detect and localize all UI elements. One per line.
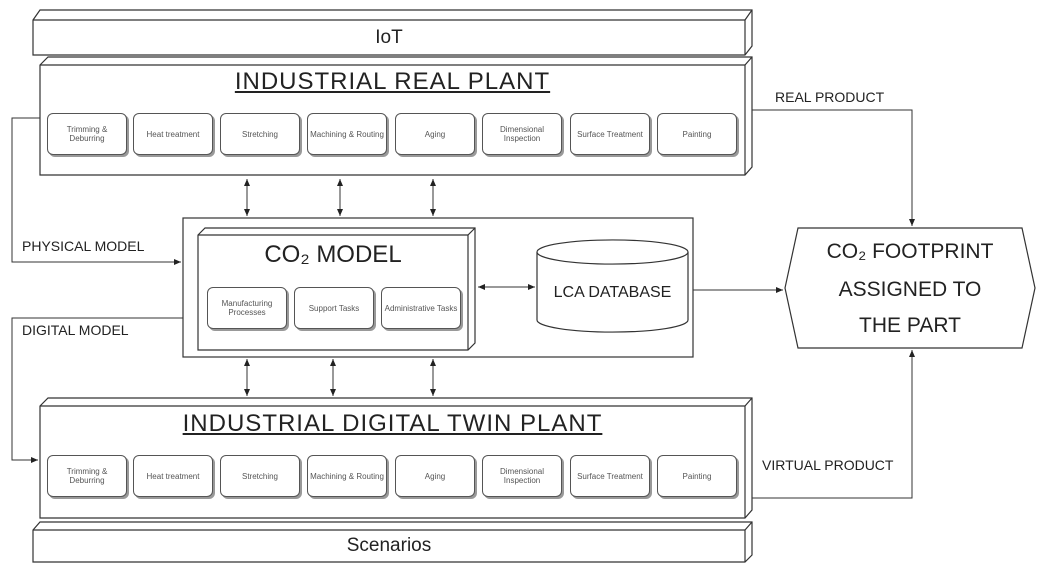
step-box: Manufacturing Processes — [207, 287, 287, 329]
step-box: Heat treatment — [133, 455, 213, 497]
step-box: Aging — [395, 113, 475, 155]
iot-bar — [32, 9, 753, 56]
step-box: Surface Treatment — [570, 113, 650, 155]
database-label: LCA DATABASE — [553, 284, 672, 301]
co2-model-title: CO₂ MODEL — [264, 241, 402, 268]
flow-label: REAL PRODUCT — [775, 89, 885, 105]
real-plant-title: INDUSTRIAL REAL PLANT — [234, 68, 551, 95]
output-line: THE PART — [859, 314, 961, 337]
step-box: Support Tasks — [294, 287, 374, 329]
output-line: CO₂ FOOTPRINT — [826, 240, 994, 263]
digital-plant-title: INDUSTRIAL DIGITAL TWIN PLANT — [182, 410, 603, 437]
iot-label: IoT — [375, 26, 403, 48]
step-box: Painting — [657, 455, 737, 497]
scenarios-label: Scenarios — [346, 535, 432, 556]
step-box: Aging — [395, 455, 475, 497]
step-box: Painting — [657, 113, 737, 155]
step-box: Surface Treatment — [570, 455, 650, 497]
step-box: Trimming & Deburring — [47, 113, 127, 155]
step-box: Stretching — [220, 113, 300, 155]
step-box: Stretching — [220, 455, 300, 497]
output-hexagon — [784, 227, 1036, 349]
step-box: Machining & Routing — [307, 113, 387, 155]
flow-label: PHYSICAL MODEL — [22, 238, 145, 254]
arrows — [11, 109, 915, 499]
step-box: Dimensional Inspection — [482, 455, 562, 497]
step-box: Administrative Tasks — [381, 287, 461, 329]
flow-label: DIGITAL MODEL — [22, 322, 129, 338]
scenarios-bar — [32, 521, 753, 563]
flow-label: VIRTUAL PRODUCT — [762, 457, 894, 473]
step-box: Heat treatment — [133, 113, 213, 155]
step-box: Trimming & Deburring — [47, 455, 127, 497]
output-line: ASSIGNED TO — [838, 278, 982, 301]
step-box: Machining & Routing — [307, 455, 387, 497]
step-box: Dimensional Inspection — [482, 113, 562, 155]
